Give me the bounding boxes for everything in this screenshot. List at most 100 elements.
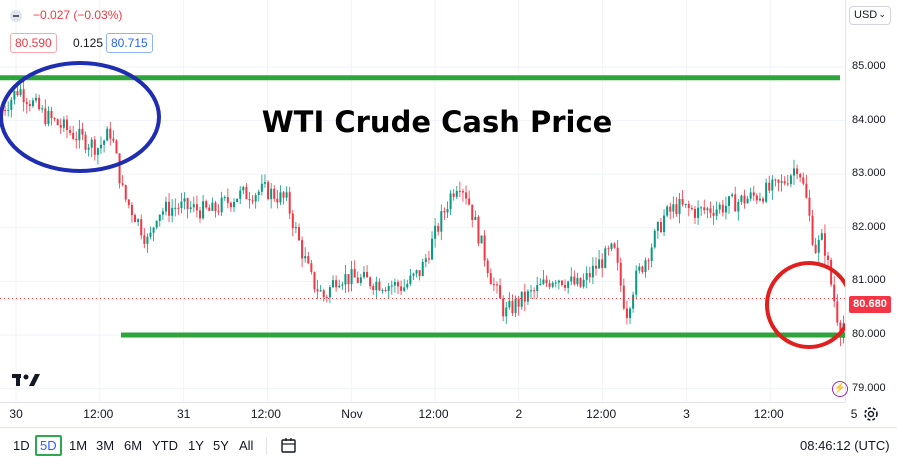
- candle-body: [50, 110, 53, 119]
- time-tick-label: 5: [850, 407, 858, 421]
- candle-body: [263, 182, 266, 184]
- candle-body: [152, 227, 155, 233]
- candle-body: [174, 207, 177, 209]
- candle-body: [672, 204, 675, 212]
- candle-body: [755, 195, 758, 201]
- candle-body: [718, 204, 721, 210]
- settings-gear-icon[interactable]: [862, 405, 880, 423]
- calendar-range-icon[interactable]: [280, 437, 298, 455]
- range-5y-button[interactable]: 5Y: [213, 438, 229, 453]
- candle-body: [195, 204, 198, 211]
- lightning-icon[interactable]: ⚡: [832, 381, 848, 397]
- candle-body: [792, 168, 795, 176]
- candle-body: [168, 201, 171, 216]
- candle-body: [375, 281, 378, 291]
- bid-price[interactable]: 80.590: [10, 33, 57, 53]
- candle-body: [127, 199, 130, 205]
- candle-body: [47, 110, 50, 125]
- candle-body: [585, 273, 588, 280]
- candle-body: [471, 204, 474, 221]
- candle-body: [211, 202, 214, 211]
- ask-price[interactable]: 80.715: [106, 33, 153, 53]
- range-1y-button[interactable]: 1Y: [188, 438, 204, 453]
- range-ytd-button[interactable]: YTD: [152, 438, 178, 453]
- tradingview-logo[interactable]: [12, 372, 42, 388]
- candle-body: [297, 227, 300, 241]
- candle-body: [233, 201, 236, 208]
- utc-clock[interactable]: 08:46:12 (UTC): [800, 438, 890, 453]
- candle-body: [372, 286, 375, 291]
- time-tick-label: 30: [9, 407, 23, 421]
- left-highlight-ellipse: [0, 61, 161, 173]
- candle-body: [799, 174, 802, 178]
- candle-body: [96, 148, 99, 155]
- range-3m-button[interactable]: 3M: [96, 438, 115, 453]
- candle-body: [557, 280, 560, 283]
- candle-body: [260, 183, 263, 192]
- candle-body: [390, 285, 393, 287]
- candle-body: [282, 192, 285, 198]
- candle-body: [452, 193, 455, 197]
- candle-body: [288, 192, 291, 214]
- candle-body: [564, 285, 567, 288]
- time-tick-label: 2: [515, 407, 523, 421]
- candle-body: [786, 183, 789, 185]
- candle-body: [273, 188, 276, 199]
- price-scale[interactable]: 85.000 84.000 83.000 82.000 81.000 80.000 79.0…: [845, 0, 897, 402]
- time-axis[interactable]: 30 12:00 31 12:00 Nov 12:00 2 12:00 3 12:00 5: [0, 402, 857, 427]
- candle-body: [502, 298, 505, 317]
- candle-body: [474, 216, 477, 221]
- candle-body: [403, 287, 406, 291]
- price-plot[interactable]: WTI Crude Cash Price: [0, 0, 845, 402]
- candle-body: [409, 275, 412, 284]
- candle-body: [588, 273, 591, 278]
- price-tick-label: 81.000: [852, 274, 886, 287]
- candle-body: [28, 104, 31, 107]
- currency-button[interactable]: USD ⌄: [849, 6, 891, 25]
- candle-body: [579, 277, 582, 287]
- time-tick-label: 12:00: [250, 407, 281, 421]
- candle-body: [183, 198, 186, 202]
- time-tick-label: 12:00: [418, 407, 449, 421]
- range-1m-button[interactable]: 1M: [69, 438, 88, 453]
- candle-body: [177, 207, 180, 209]
- candle-body: [582, 279, 585, 287]
- candle-body: [731, 194, 734, 197]
- candle-body: [613, 243, 616, 248]
- candle-body: [38, 97, 41, 110]
- candle-body: [749, 192, 752, 199]
- range-6m-button[interactable]: 6M: [124, 438, 143, 453]
- candle-body: [99, 144, 102, 149]
- candle-body: [369, 277, 372, 287]
- candle-body: [499, 285, 502, 299]
- candle-body: [495, 284, 498, 286]
- range-5d-button[interactable]: 5D: [35, 435, 62, 456]
- candle-body: [814, 244, 817, 253]
- candle-body: [362, 271, 365, 278]
- candle-body: [653, 230, 656, 248]
- candle-body: [830, 259, 833, 285]
- candle-body: [489, 273, 492, 285]
- candle-body: [412, 273, 415, 276]
- time-tick-label: Nov: [341, 407, 363, 421]
- candle-body: [322, 290, 325, 298]
- candle-body: [706, 208, 709, 211]
- candle-body: [465, 192, 468, 199]
- candle-body: [245, 186, 248, 200]
- time-tick-label: 12:00: [83, 407, 114, 421]
- candle-body: [666, 206, 669, 216]
- candle-body: [616, 247, 619, 263]
- currency-label: USD: [854, 9, 878, 21]
- candle-body: [69, 130, 72, 133]
- collapse-icon[interactable]: [10, 8, 22, 23]
- candle-body: [523, 291, 526, 302]
- chart-area[interactable]: WTI Crude Cash Price: [0, 0, 845, 402]
- candle-body: [106, 128, 109, 141]
- candle-body: [344, 274, 347, 285]
- range-1d-button[interactable]: 1D: [13, 438, 30, 453]
- candle-body: [387, 285, 390, 292]
- candle-body: [762, 198, 765, 202]
- candle-body: [217, 211, 220, 213]
- range-all-button[interactable]: All: [239, 438, 254, 453]
- candle-body: [353, 269, 356, 278]
